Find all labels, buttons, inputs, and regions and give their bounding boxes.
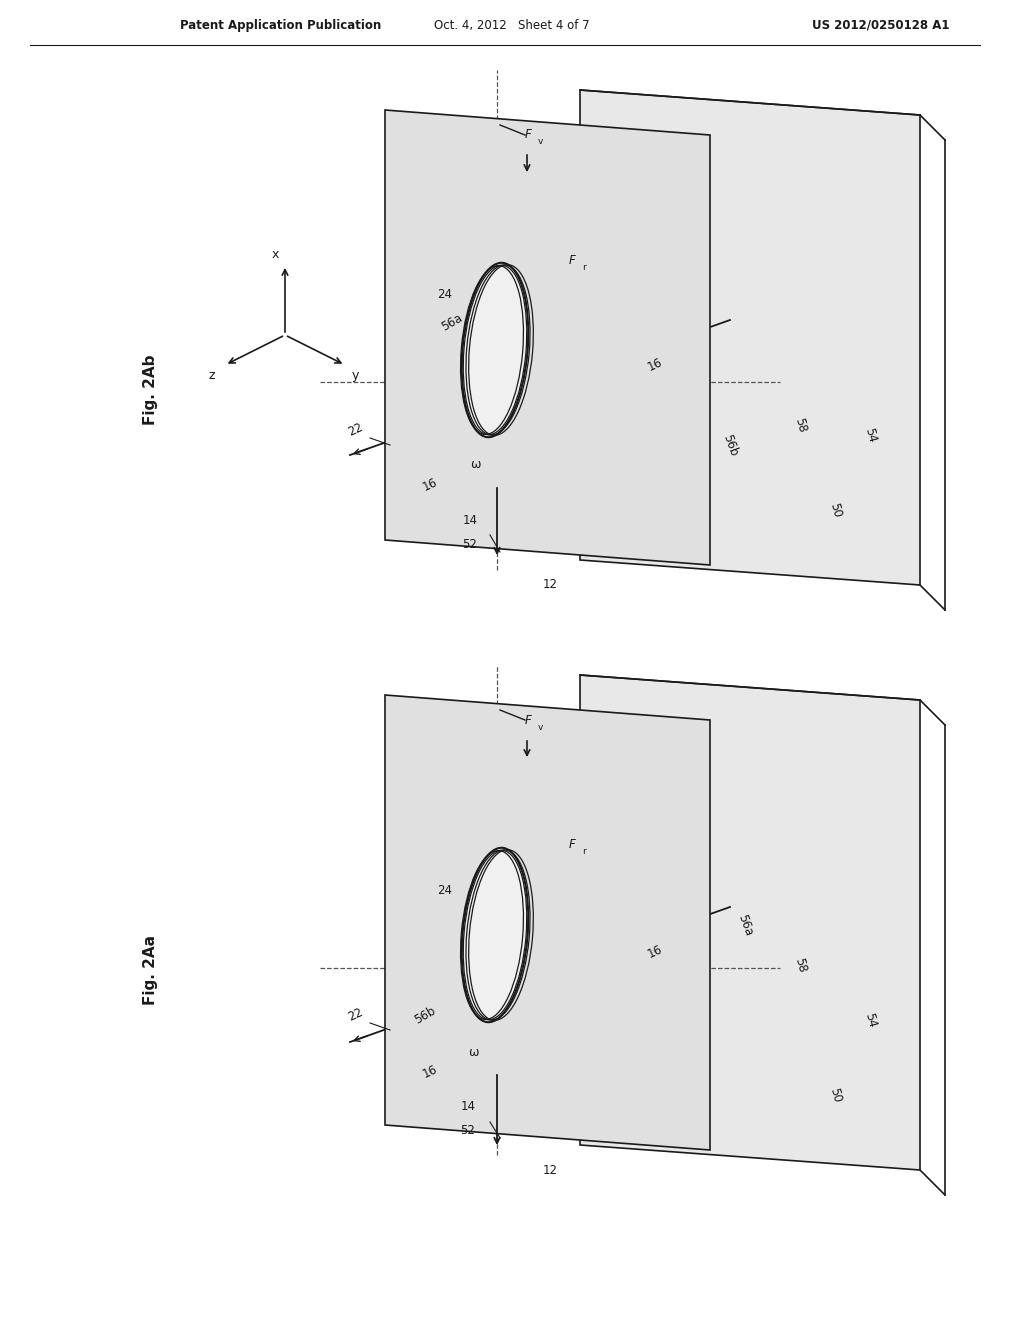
Text: 50: 50 [826, 1086, 843, 1104]
Polygon shape [385, 696, 710, 1150]
Text: 52: 52 [461, 1123, 475, 1137]
Text: 56b: 56b [412, 1003, 438, 1026]
Text: 22: 22 [345, 1006, 365, 1024]
Text: Patent Application Publication: Patent Application Publication [180, 18, 381, 32]
Text: 14: 14 [463, 513, 477, 527]
Text: Oct. 4, 2012   Sheet 4 of 7: Oct. 4, 2012 Sheet 4 of 7 [434, 18, 590, 32]
Text: z: z [209, 368, 215, 381]
Text: 24: 24 [437, 289, 453, 301]
Polygon shape [580, 90, 920, 585]
Text: v: v [538, 137, 543, 147]
Text: 14: 14 [461, 1101, 475, 1114]
Text: 54: 54 [862, 426, 879, 444]
Text: F: F [524, 128, 531, 141]
Text: 12: 12 [543, 1163, 557, 1176]
Text: 16: 16 [645, 942, 665, 961]
Text: r: r [582, 847, 586, 857]
Text: F: F [568, 253, 575, 267]
Text: r: r [582, 263, 586, 272]
Text: 16: 16 [421, 1063, 439, 1081]
Text: 54: 54 [862, 1011, 879, 1028]
Text: 50: 50 [826, 502, 843, 519]
Text: 24: 24 [437, 883, 453, 896]
Text: v: v [538, 722, 543, 731]
Text: 22: 22 [345, 421, 365, 440]
Text: 16: 16 [421, 477, 439, 494]
Text: Fig. 2Ab: Fig. 2Ab [142, 355, 158, 425]
Polygon shape [385, 110, 710, 565]
Text: 58: 58 [792, 416, 808, 434]
Text: x: x [271, 248, 279, 261]
Text: F: F [524, 714, 531, 726]
Text: US 2012/0250128 A1: US 2012/0250128 A1 [812, 18, 950, 32]
Text: 56b: 56b [720, 432, 740, 458]
Text: ω: ω [470, 458, 480, 471]
Text: ω: ω [468, 1045, 478, 1059]
Polygon shape [580, 675, 920, 1170]
Text: 12: 12 [543, 578, 557, 591]
Text: 56a: 56a [439, 310, 465, 333]
Text: F: F [568, 838, 575, 851]
Ellipse shape [462, 847, 528, 1022]
Text: 52: 52 [463, 539, 477, 552]
Text: 16: 16 [645, 356, 665, 374]
Text: y: y [351, 368, 358, 381]
Ellipse shape [462, 263, 528, 437]
Text: Fig. 2Aa: Fig. 2Aa [142, 935, 158, 1005]
Text: 58: 58 [792, 956, 808, 974]
Text: 56a: 56a [735, 912, 755, 937]
